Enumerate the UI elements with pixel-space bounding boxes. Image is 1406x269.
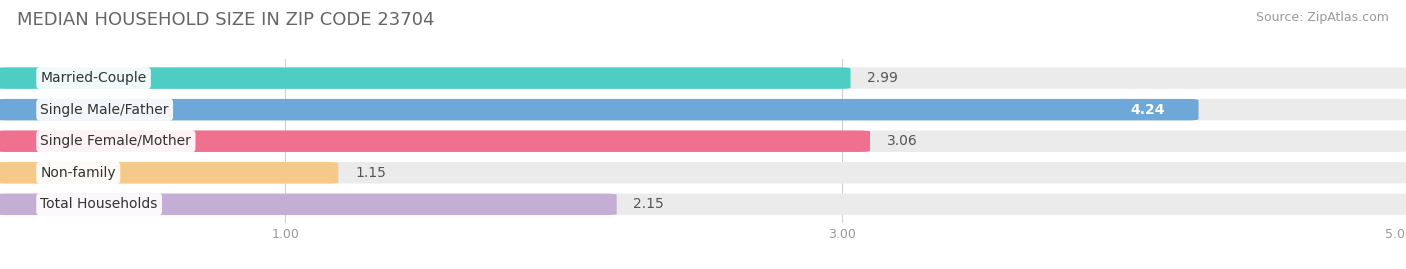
Text: Total Households: Total Households	[41, 197, 157, 211]
Text: Single Female/Mother: Single Female/Mother	[41, 134, 191, 148]
FancyBboxPatch shape	[0, 194, 617, 215]
Text: Single Male/Father: Single Male/Father	[41, 103, 169, 117]
Text: MEDIAN HOUSEHOLD SIZE IN ZIP CODE 23704: MEDIAN HOUSEHOLD SIZE IN ZIP CODE 23704	[17, 11, 434, 29]
Text: 2.99: 2.99	[868, 71, 898, 85]
Text: 3.06: 3.06	[887, 134, 918, 148]
Text: 4.24: 4.24	[1130, 103, 1166, 117]
FancyBboxPatch shape	[0, 194, 1406, 215]
FancyBboxPatch shape	[0, 99, 1406, 121]
FancyBboxPatch shape	[0, 67, 1406, 89]
FancyBboxPatch shape	[0, 162, 339, 183]
Text: Married-Couple: Married-Couple	[41, 71, 146, 85]
FancyBboxPatch shape	[0, 67, 851, 89]
Text: 2.15: 2.15	[633, 197, 664, 211]
FancyBboxPatch shape	[0, 130, 870, 152]
Text: 1.15: 1.15	[354, 166, 385, 180]
Text: Non-family: Non-family	[41, 166, 117, 180]
FancyBboxPatch shape	[0, 99, 1198, 121]
FancyBboxPatch shape	[0, 162, 1406, 183]
FancyBboxPatch shape	[0, 130, 1406, 152]
Text: Source: ZipAtlas.com: Source: ZipAtlas.com	[1256, 11, 1389, 24]
